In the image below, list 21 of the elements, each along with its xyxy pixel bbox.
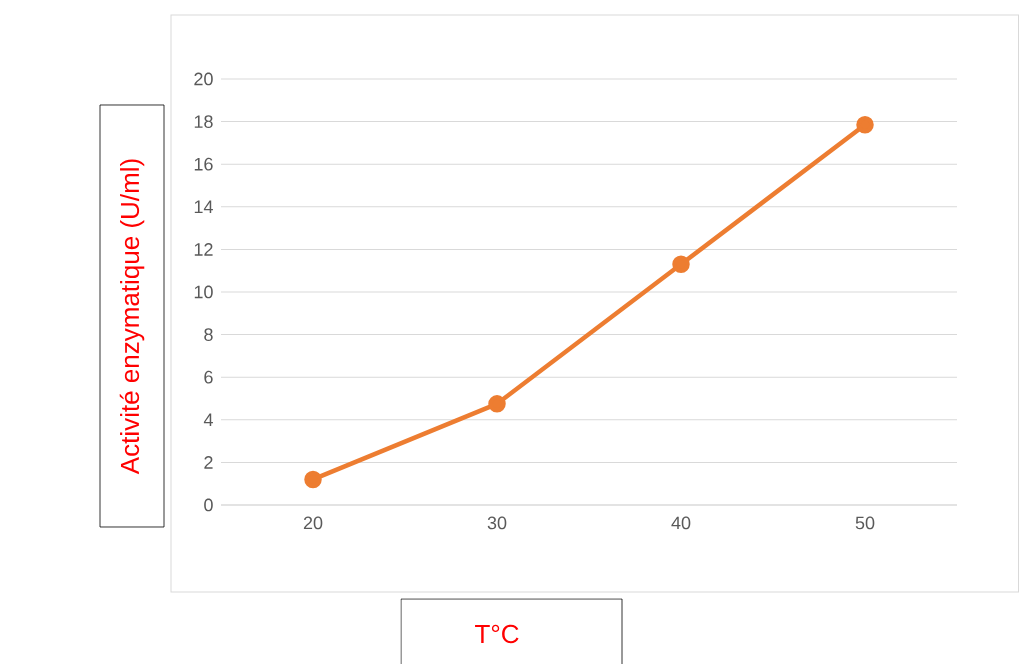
y-tick-label: 10 <box>194 285 213 299</box>
y-tick-label: 4 <box>203 413 213 426</box>
y-tick-label: 0 <box>204 498 213 512</box>
y-tick-label: 12 <box>194 243 213 256</box>
x-tick-label: 30 <box>487 516 507 530</box>
y-tick-label: 14 <box>194 200 213 213</box>
y-tick-label: 20 <box>194 72 213 86</box>
x-axis-title: T°C <box>475 624 519 644</box>
y-tick-label: 2 <box>204 456 213 469</box>
point <box>856 116 874 134</box>
x-tick-label: 50 <box>855 516 875 530</box>
y-tick-label: 16 <box>194 157 213 171</box>
y-axis-title: Activité enzymatique (U/ml) <box>119 159 145 475</box>
y-tick-label: 8 <box>204 328 213 341</box>
x-tick-label: 40 <box>671 516 691 530</box>
y-tick-label: 6 <box>204 370 213 384</box>
point <box>488 395 506 413</box>
y-tick-label: 18 <box>194 115 213 128</box>
point <box>304 470 322 489</box>
point <box>672 255 690 274</box>
x-tick-label: 20 <box>303 516 323 530</box>
